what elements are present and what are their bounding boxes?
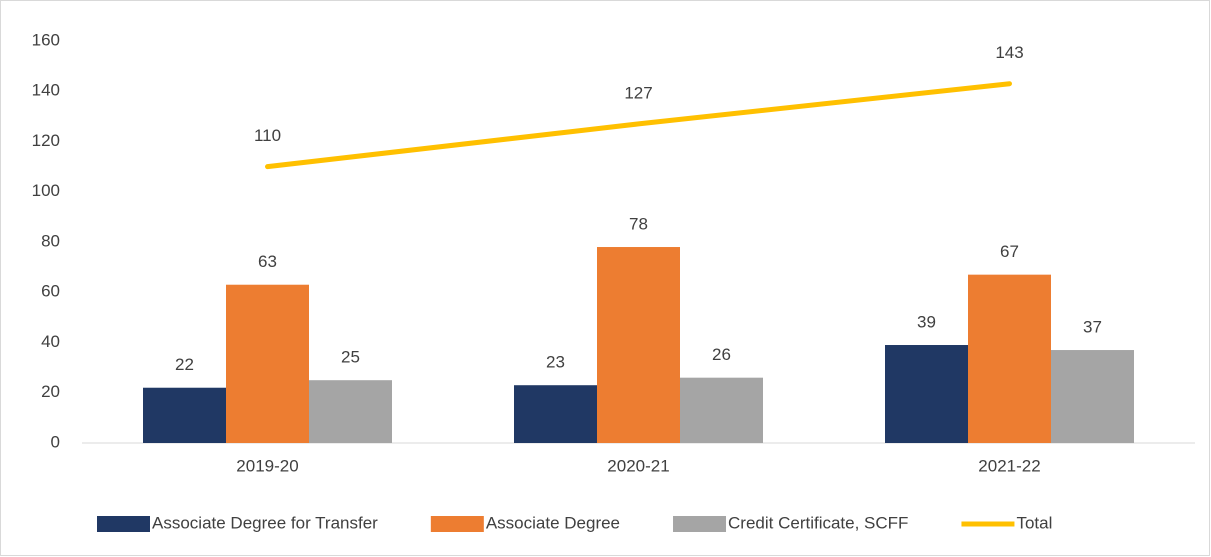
x-tick-label: 2019-20 — [236, 456, 298, 475]
data-label: 25 — [341, 348, 360, 367]
data-label: 37 — [1083, 318, 1102, 337]
bar — [226, 284, 309, 443]
legend-label: Associate Degree — [486, 513, 620, 532]
bar — [968, 274, 1051, 443]
y-tick-label: 20 — [41, 382, 60, 401]
data-label: 78 — [629, 215, 648, 234]
data-label: 143 — [995, 43, 1023, 62]
y-tick-label: 100 — [32, 181, 60, 200]
x-tick-label: 2021-22 — [978, 456, 1040, 475]
data-label: 22 — [175, 355, 194, 374]
legend-label: Credit Certificate, SCFF — [728, 513, 908, 532]
data-label: 127 — [624, 83, 652, 102]
y-tick-label: 0 — [51, 432, 60, 451]
data-label: 23 — [546, 353, 565, 372]
bar — [680, 377, 763, 443]
data-label: 110 — [254, 126, 281, 145]
legend-swatch — [97, 516, 150, 532]
bar — [885, 345, 968, 443]
bar — [143, 387, 226, 443]
bar — [1051, 350, 1134, 443]
legend-swatch — [430, 516, 484, 532]
y-tick-label: 60 — [41, 282, 60, 301]
x-tick-label: 2020-21 — [607, 456, 669, 475]
bar — [309, 380, 392, 443]
line — [265, 81, 1012, 170]
legend-label: Associate Degree for Transfer — [152, 513, 378, 532]
legend-label: Total — [1016, 513, 1052, 532]
y-tick-label: 160 — [32, 30, 60, 49]
y-tick-label: 40 — [41, 332, 60, 351]
data-label: 63 — [258, 252, 277, 271]
data-label: 39 — [917, 312, 936, 331]
data-label: 67 — [1000, 242, 1019, 261]
y-tick-label: 140 — [32, 81, 60, 100]
y-tick-label: 80 — [41, 231, 60, 250]
bar — [514, 385, 597, 443]
bar — [597, 247, 680, 443]
y-tick-label: 120 — [32, 131, 60, 150]
legend-swatch — [673, 516, 727, 532]
data-label: 26 — [712, 345, 731, 364]
